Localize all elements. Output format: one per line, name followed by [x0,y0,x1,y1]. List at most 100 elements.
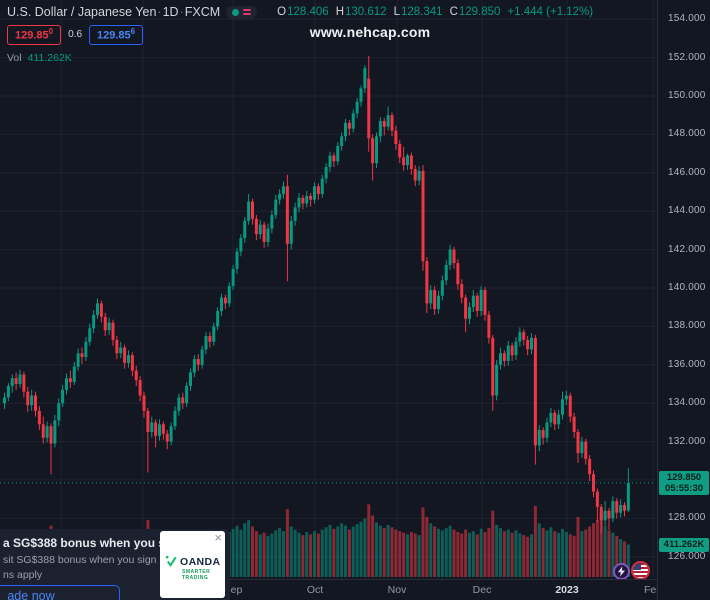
candle-body [530,337,533,350]
oanda-logo-card[interactable]: × OANDA SMARTER TRADING [160,531,225,598]
candle-body [30,395,34,406]
ad-body: sit SG$388 bonus when you sign up. [3,554,175,566]
time-tick-label: Dec [472,584,492,596]
volume-bar [549,527,553,577]
candle-body [611,501,615,519]
time-tick-label: Nov [387,584,407,596]
oanda-ad-banner: a SG$388 bonus when you sign up. sit SG$… [0,529,230,600]
trade-now-button[interactable]: ade now [0,585,120,600]
market-open-dot-icon [232,8,240,16]
separator: · [157,5,162,19]
candle-body [130,355,134,371]
candle-body [127,355,130,363]
volume-bar [471,531,475,577]
candle-body [239,238,243,252]
volume-bar [351,526,355,577]
candle-body [138,380,142,396]
candle-body [514,341,518,356]
candle-body [491,337,495,396]
candle-body [262,224,266,242]
symbol-title[interactable]: U.S. Dollar / Japanese Yen·1D·FXCM [7,5,221,19]
candle-body [216,311,220,327]
volume-bar [390,527,394,577]
candle-body [192,359,196,373]
candle-body [96,303,99,315]
volume-bar [576,516,580,577]
candle-body [344,122,347,137]
price-tick-label: 144.000 [668,205,706,217]
candle-body [456,263,460,285]
candle-body [76,353,80,367]
candle-body [45,426,49,438]
candle-body [580,441,584,454]
candle-body [196,359,200,365]
volume-bar [530,534,533,577]
candle-body [26,391,30,406]
market-status-pill[interactable] [226,5,258,19]
candle-body [375,136,378,164]
volume-value: 411.262K [27,51,72,64]
candle-body [34,395,37,411]
candle-body [615,501,619,513]
candle-body [588,458,592,475]
candle-body [468,307,471,319]
volume-bar [375,522,378,577]
volume-bar [584,529,588,577]
candle-body [154,422,158,436]
candle-body [227,286,231,304]
candle-body [460,284,464,298]
candle-body [433,289,437,310]
candle-body [402,157,406,166]
candle-body [103,316,107,331]
candle-body [278,193,282,200]
volume-bar [340,523,344,577]
candle-body [10,378,14,386]
symbol-row: U.S. Dollar / Japanese Yen·1D·FXCM O128.… [7,5,593,19]
price-tick-label: 150.000 [668,90,706,101]
volume-bar [239,529,243,577]
volume-bar [475,534,479,577]
oanda-tagline: SMARTER TRADING [182,569,211,581]
volume-bar [413,533,417,577]
ad-close-icon[interactable]: × [214,530,222,545]
volume-bar [526,536,530,577]
sell-button[interactable]: 129.850 [7,25,62,45]
volume-bar [297,532,301,577]
candle-body [204,336,208,350]
candle-body [568,395,572,417]
candle-body [41,424,45,438]
volume-axis-badge: 411.262K [659,537,709,552]
us-flag-event-icon[interactable] [631,561,650,580]
candle-body [448,249,452,265]
volume-bar [313,531,316,577]
interval-label[interactable]: 1D [162,5,179,19]
candle-body [173,410,177,427]
boost-lightning-icon[interactable] [613,563,630,580]
candle-body [107,322,111,331]
volume-bar [367,504,371,577]
price-tick-label: 148.000 [668,128,706,140]
price-axis[interactable]: 129.850 05:55:30 411.262K 154.000 152.000… [657,0,710,600]
volume-bar [251,526,254,577]
candle-body [626,482,630,511]
candle-body [599,506,603,521]
candle-body [72,366,76,383]
volume-bar [336,526,340,577]
candle-body [65,378,68,390]
candle-body [475,295,479,312]
candle-body [293,207,297,221]
volume-bar [588,526,592,577]
candle-body [553,412,557,425]
candle-body [378,120,382,137]
volume-bar [235,525,239,577]
volume-bar [487,528,491,577]
volume-bar [626,544,630,577]
volume-bar [580,531,584,577]
volume-bar [386,524,390,577]
volume-bar [541,528,545,577]
volume-bar [510,532,514,577]
buy-button[interactable]: 129.856 [89,25,144,45]
volume-bar [545,530,549,577]
candlestick-chart[interactable] [0,0,656,578]
